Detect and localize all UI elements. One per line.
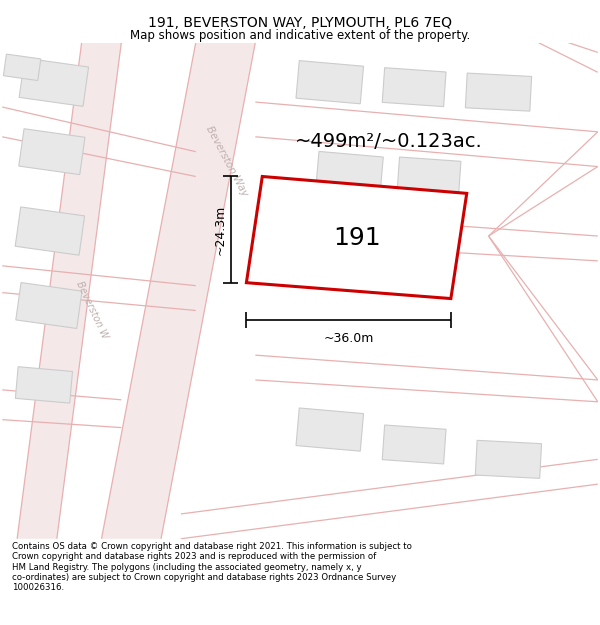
Text: Contains OS data © Crown copyright and database right 2021. This information is : Contains OS data © Crown copyright and d… [12, 542, 412, 592]
Text: Beverston W: Beverston W [74, 280, 109, 341]
Text: Map shows position and indicative extent of the property.: Map shows position and indicative extent… [130, 29, 470, 42]
Polygon shape [101, 42, 256, 539]
Polygon shape [247, 176, 467, 299]
Polygon shape [19, 58, 89, 106]
Text: ~36.0m: ~36.0m [323, 332, 374, 345]
Polygon shape [4, 54, 41, 81]
Text: ~499m²/~0.123ac.: ~499m²/~0.123ac. [295, 132, 483, 151]
Text: 191: 191 [333, 226, 380, 250]
Text: Beverston Way: Beverston Way [204, 125, 250, 198]
Polygon shape [316, 151, 383, 192]
Text: 191, BEVERSTON WAY, PLYMOUTH, PL6 7EQ: 191, BEVERSTON WAY, PLYMOUTH, PL6 7EQ [148, 16, 452, 29]
Polygon shape [15, 207, 85, 255]
Polygon shape [19, 129, 85, 174]
Polygon shape [16, 367, 73, 403]
Polygon shape [296, 408, 364, 451]
Polygon shape [397, 157, 461, 196]
Text: ~24.3m: ~24.3m [214, 204, 227, 255]
Polygon shape [466, 73, 532, 111]
Polygon shape [296, 61, 364, 104]
Polygon shape [17, 42, 121, 539]
Polygon shape [382, 68, 446, 107]
Polygon shape [16, 282, 82, 329]
Polygon shape [475, 441, 542, 478]
Polygon shape [382, 425, 446, 464]
